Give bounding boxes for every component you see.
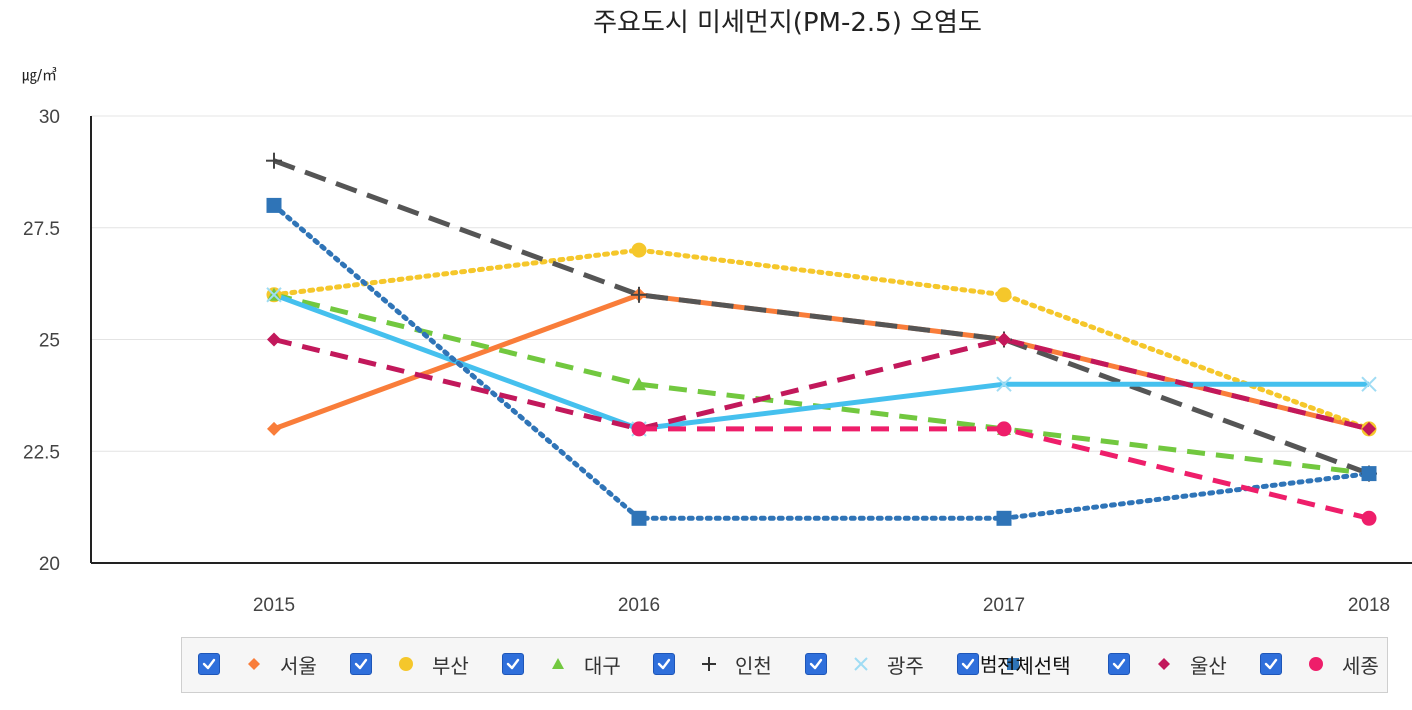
legend-marker-icon (397, 655, 415, 673)
legend: 서울 부산 대구 인천 광주 전체선택 울산 세종 (181, 637, 1388, 693)
data-point-6-2 (997, 332, 1011, 347)
legend-checkbox[interactable] (957, 653, 979, 675)
data-point-5-0 (266, 197, 282, 213)
x-tick-label: 2016 (618, 595, 660, 616)
series-line-7 (639, 426, 1370, 521)
data-point-7-0 (631, 421, 647, 437)
data-point-4-3 (1361, 376, 1377, 392)
x-tick-label: 2015 (253, 595, 295, 616)
data-point-5-2 (996, 510, 1012, 526)
legend-label: 인천 (735, 654, 772, 678)
series-line-6 (273, 337, 1370, 432)
y-tick-label: 20 (39, 554, 60, 575)
legend-checkbox[interactable] (805, 653, 827, 675)
legend-marker-icon (549, 655, 567, 673)
y-tick-labels: 30 27.5 25 22.5 20 (23, 107, 60, 575)
data-point-1-2 (996, 287, 1012, 303)
legend-checkbox[interactable] (198, 653, 220, 675)
data-point-7-1 (996, 421, 1012, 437)
legend-marker-icon (700, 655, 718, 673)
legend-label: 대구 (584, 654, 621, 678)
data-point-2-1 (632, 377, 646, 391)
series-markers (266, 152, 1377, 526)
data-point-5-1 (631, 510, 647, 526)
legend-label: 전체선택 (997, 654, 1071, 678)
legend-label: 서울 (280, 654, 317, 678)
data-point-0-0 (267, 421, 281, 436)
legend-checkbox[interactable] (1260, 653, 1282, 675)
y-tick-label: 22.5 (23, 442, 60, 463)
x-tick-label: 2018 (1348, 595, 1390, 616)
data-point-4-0 (266, 287, 282, 303)
series-line-3 (273, 158, 1370, 476)
legend-checkbox[interactable] (350, 653, 372, 675)
data-point-7-2 (1361, 510, 1377, 526)
legend-checkbox[interactable] (1108, 653, 1130, 675)
legend-label: 광주 (887, 654, 924, 678)
legend-label: 부산 (432, 654, 469, 678)
x-tick-labels: 2015 2016 2017 2018 (253, 595, 1390, 616)
data-point-3-0 (266, 152, 282, 169)
data-point-6-0 (267, 332, 281, 347)
y-tick-label: 30 (39, 107, 60, 128)
legend-checkbox[interactable] (502, 653, 524, 675)
legend-label: 세종 (1342, 654, 1379, 678)
data-point-1-1 (631, 242, 647, 258)
data-point-3-1 (631, 286, 647, 303)
legend-checkbox[interactable] (653, 653, 675, 675)
y-tick-label: 25 (39, 331, 60, 352)
legend-label: 울산 (1190, 654, 1227, 678)
chart-title: 주요도시 미세먼지(PM-2.5) 오염도 (593, 8, 982, 38)
line-chart: 30 27.5 25 22.5 20 2015 2016 2017 2018 (23, 107, 1412, 616)
series-line-5 (271, 202, 1372, 521)
data-point-4-2 (996, 376, 1012, 392)
axes (90, 116, 1412, 564)
legend-marker-icon (245, 655, 263, 673)
legend-marker-icon (1155, 655, 1173, 673)
y-tick-label: 27.5 (23, 219, 60, 240)
legend-marker-icon (1307, 655, 1325, 673)
series-line-1 (271, 247, 1372, 432)
data-point-6-3 (1362, 421, 1376, 436)
data-point-5-3 (1361, 466, 1377, 482)
y-axis-unit-label: ㎍/㎥ (22, 66, 58, 84)
legend-marker-icon (1004, 655, 1022, 673)
x-tick-label: 2017 (983, 595, 1025, 616)
legend-overlay-text: 범 (980, 654, 998, 676)
legend-marker-icon (852, 655, 870, 673)
